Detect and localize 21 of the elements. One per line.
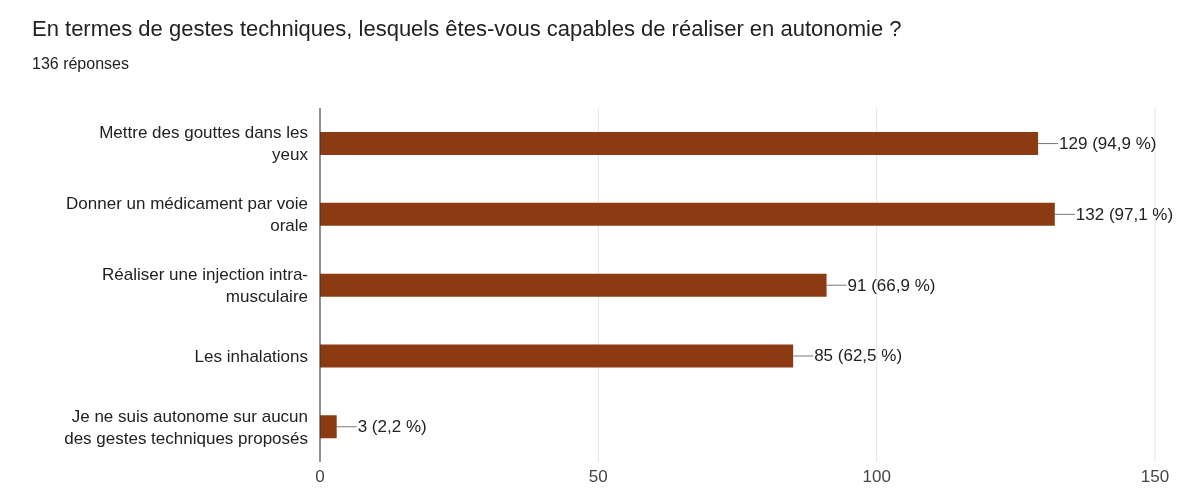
- text: 136 réponses: [32, 55, 129, 73]
- y-tick-label: Mettre des gouttes dans les yeux: [99, 122, 309, 164]
- x-tick-label: 100: [862, 467, 891, 487]
- data-label: 91 (66,9 %): [847, 275, 936, 295]
- bar: [320, 273, 827, 297]
- x-tick-label: 0: [315, 467, 325, 487]
- data-label: 85 (62,5 %): [814, 346, 903, 366]
- data-label: 129 (94,9 %): [1059, 134, 1157, 154]
- y-tick-label: Les inhalations: [194, 346, 308, 366]
- y-tick-label: Donner un médicament par voie orale: [66, 193, 308, 235]
- bar: [320, 415, 337, 439]
- data-label: 3 (2,2 %): [357, 417, 427, 437]
- bar: [320, 132, 1039, 156]
- data-label: 132 (97,1 %): [1075, 204, 1174, 224]
- bar: [320, 344, 794, 368]
- x-tick-label: 150: [1140, 467, 1170, 487]
- y-tick-label: Je ne suis autonome sur aucun des gestes techniques proposés: [64, 406, 308, 448]
- chart-title: En termes de gestes techniques, lesquels êtes-vous capables de réaliser en autonomie ?: [32, 16, 902, 42]
- bar: [320, 202, 1055, 226]
- y-tick-label: Réaliser une injection intra-musculaire: [102, 264, 308, 306]
- x-tick-label: 50: [588, 467, 608, 487]
